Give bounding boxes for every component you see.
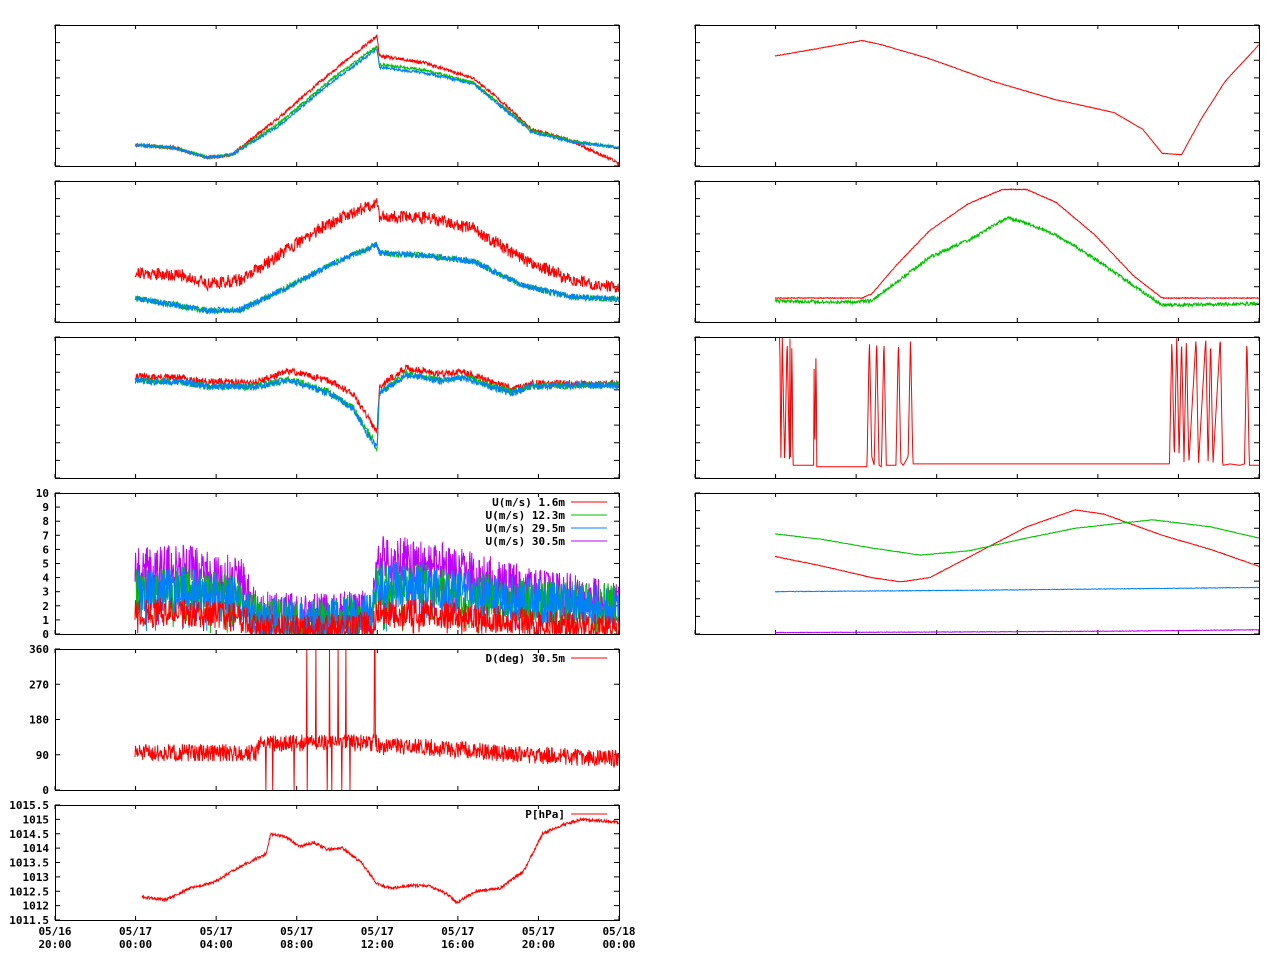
series-line-red <box>775 509 1259 583</box>
plot-frame <box>55 181 620 323</box>
series-line-green <box>134 45 619 161</box>
panel-direction: 0 90 180 270 360 D(deg) 30.5m <box>29 643 620 797</box>
plot-frame <box>695 25 1260 167</box>
y-tick-label: 180 <box>29 714 49 727</box>
panel-humid <box>54 336 620 479</box>
x-tick-label-time: 00:00 <box>602 938 635 951</box>
y-tick-label: 0 <box>42 784 49 797</box>
y-tick-label: 360 <box>29 643 49 656</box>
y-tick-label: 10 <box>36 487 49 500</box>
series-line-blue <box>134 48 619 161</box>
x-tick-label-date: 05/17 <box>441 925 474 938</box>
y-tick-label: 1014.5 <box>9 828 49 841</box>
legend-label: U(m/s) 30.5m <box>486 535 566 548</box>
series-line-green <box>774 519 1259 556</box>
series-line-purple <box>774 628 1259 634</box>
y-tick-label: 1 <box>42 614 49 627</box>
series-line-red <box>141 816 619 905</box>
y-tick-label: 1012 <box>23 900 50 913</box>
x-tick-label-date: 05/17 <box>200 925 233 938</box>
y-tick-label: 1013.5 <box>9 857 49 870</box>
series-line-blue <box>134 241 619 315</box>
y-tick-label: 2 <box>42 600 49 613</box>
plot-frame <box>695 337 1260 479</box>
legend-label: U(m/s) 29.5m <box>486 522 566 535</box>
y-tick-label: 7 <box>42 529 49 542</box>
y-tick-label: 1015.5 <box>9 799 49 812</box>
y-tick-label: 9 <box>42 501 49 514</box>
series-line-blue <box>774 586 1259 593</box>
panel-temp <box>54 24 620 167</box>
x-tick-label-time: 00:00 <box>119 938 152 951</box>
plot-frame <box>695 181 1260 323</box>
series-line-red <box>134 34 619 166</box>
legend-label: D(deg) 30.5m <box>486 652 566 665</box>
x-tick-label-date: 05/17 <box>280 925 313 938</box>
plot-frame <box>55 493 620 635</box>
panel-right2 <box>694 180 1260 323</box>
series-line-red <box>775 337 1259 468</box>
series-line-blue <box>134 372 619 449</box>
y-tick-label: 1013 <box>23 871 50 884</box>
x-tick-label-time: 04:00 <box>200 938 233 951</box>
y-tick-label: 0 <box>42 628 49 641</box>
y-tick-label: 6 <box>42 543 49 556</box>
series-line-red <box>774 188 1259 300</box>
plot-frame <box>55 337 620 479</box>
y-tick-label: 5 <box>42 558 49 571</box>
legend-label: P[hPa] <box>525 808 565 821</box>
y-tick-label: 8 <box>42 515 49 528</box>
y-tick-label: 270 <box>29 678 49 691</box>
series-line-red <box>774 39 1259 156</box>
x-tick-label-time: 16:00 <box>441 938 474 951</box>
series-line-red <box>134 364 619 434</box>
y-tick-label: 4 <box>42 572 49 585</box>
x-tick-label-date: 05/18 <box>602 925 635 938</box>
plot-frame <box>55 649 620 791</box>
panel-right1 <box>694 24 1260 167</box>
series-line-green <box>134 241 619 316</box>
series-line-red <box>134 649 619 790</box>
plot-frame <box>695 493 1260 635</box>
panel-right4 <box>694 492 1260 635</box>
y-tick-label: 90 <box>36 749 49 762</box>
x-tick-label-time: 20:00 <box>522 938 555 951</box>
x-tick-label-time: 12:00 <box>361 938 394 951</box>
series-line-green <box>774 215 1259 309</box>
y-tick-label: 1011.5 <box>9 914 49 927</box>
x-tick-label-date: 05/17 <box>361 925 394 938</box>
y-tick-label: 3 <box>42 586 49 599</box>
plot-frame <box>55 805 620 921</box>
x-tick-label-date: 05/17 <box>522 925 555 938</box>
x-tick-label-date: 05/17 <box>119 925 152 938</box>
x-tick-label-time: 08:00 <box>280 938 313 951</box>
y-tick-label: 1014 <box>23 842 50 855</box>
y-tick-label: 1015 <box>23 813 50 826</box>
series-line-red <box>134 597 619 634</box>
y-tick-label: 1012.5 <box>9 885 49 898</box>
panel-right3 <box>694 336 1260 479</box>
x-tick-label-date: 05/16 <box>38 925 71 938</box>
x-tick-label-time: 20:00 <box>38 938 71 951</box>
legend-label: U(m/s) 1.6m <box>492 496 565 509</box>
legend-label: U(m/s) 12.3m <box>486 509 566 522</box>
plot-frame <box>55 25 620 167</box>
series-line-red <box>134 198 619 293</box>
panel-temp2 <box>54 180 620 323</box>
